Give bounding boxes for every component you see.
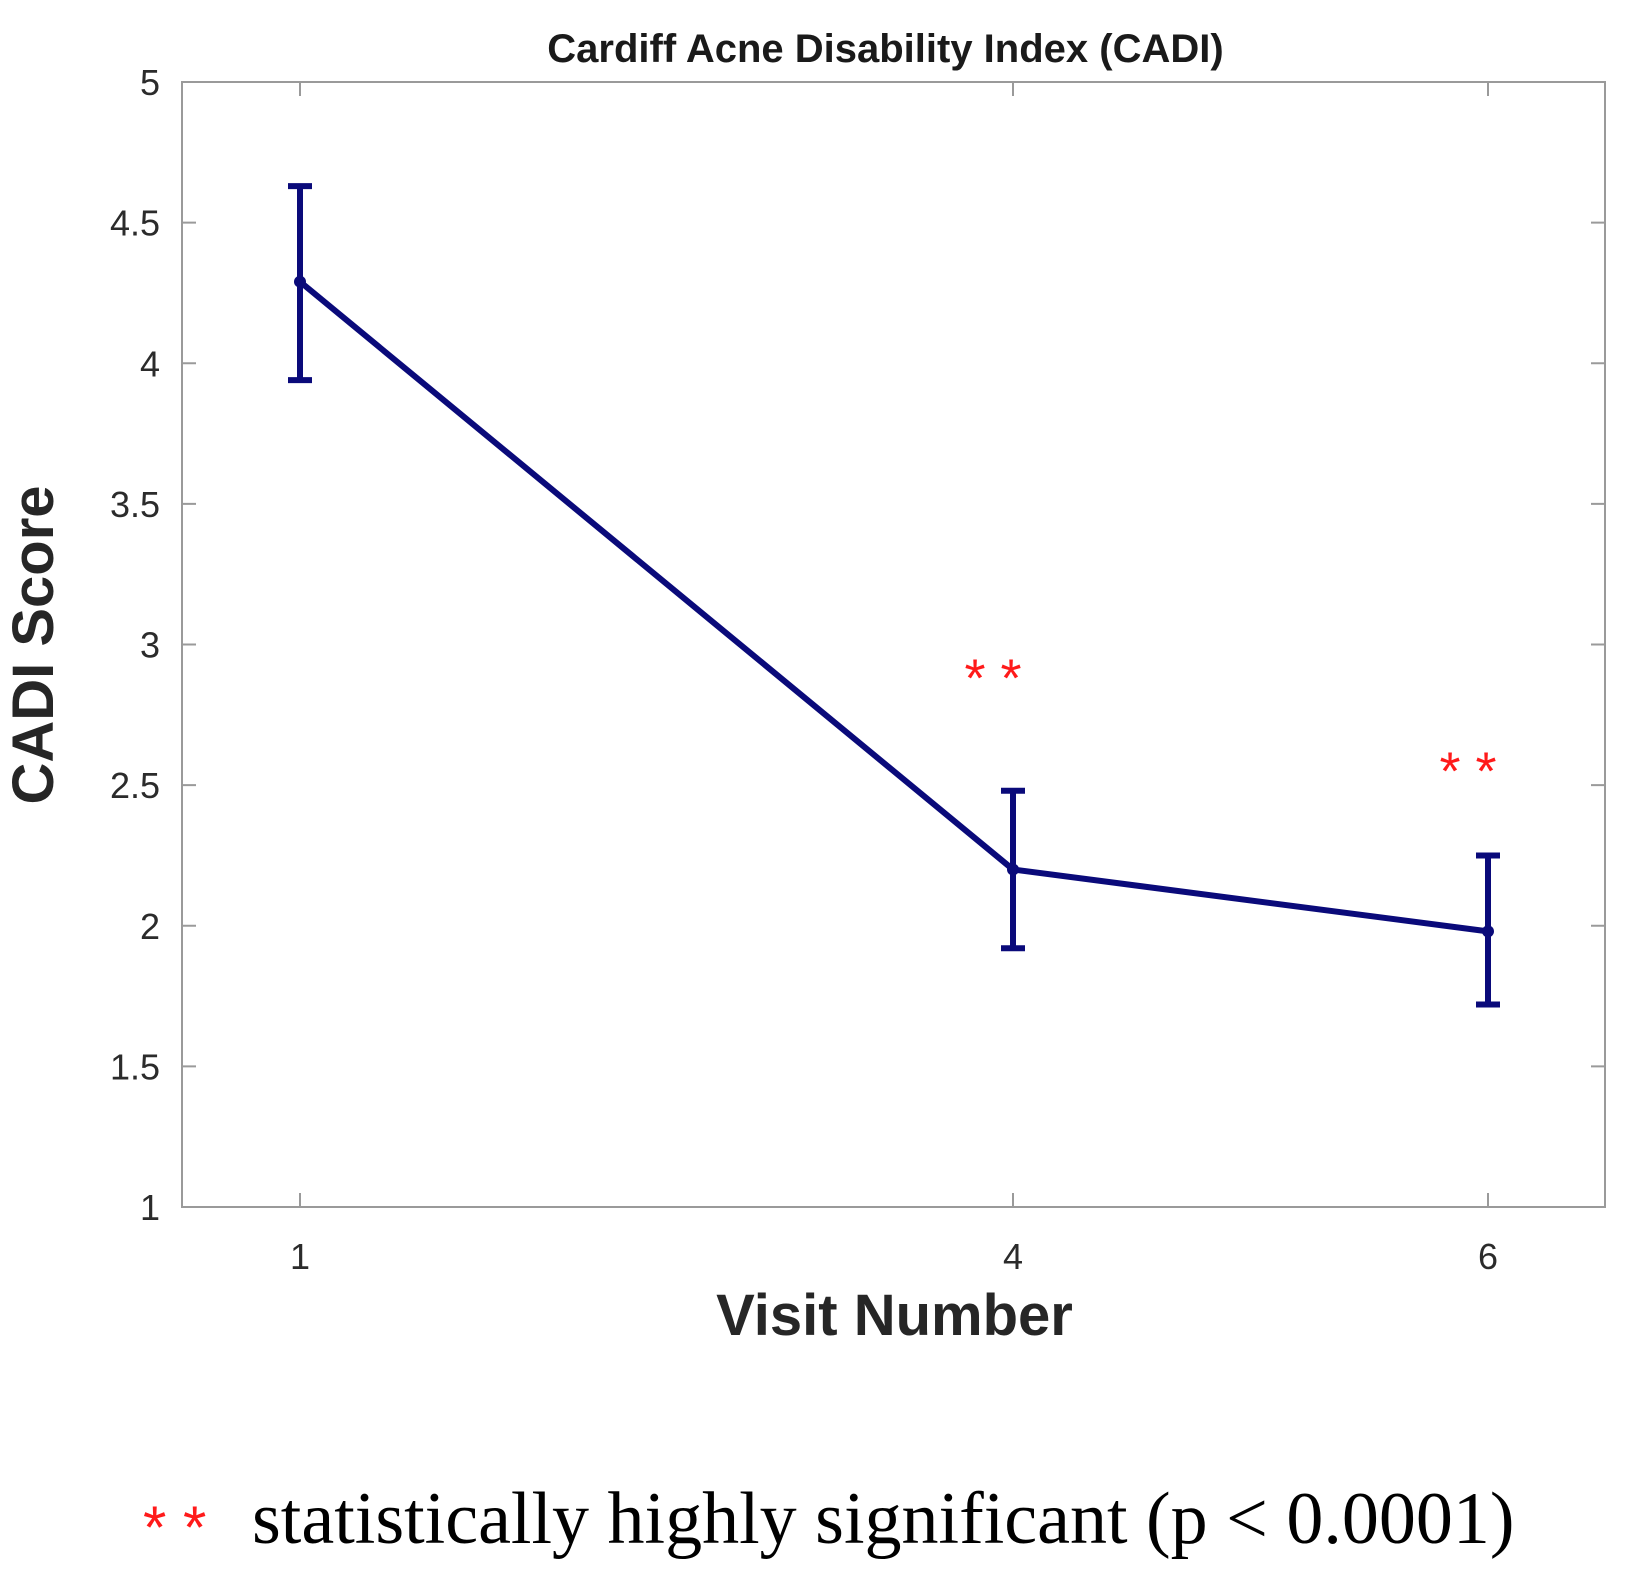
significance-marker: * * xyxy=(964,649,1021,709)
significance-marker: * * xyxy=(1439,741,1496,801)
data-point xyxy=(294,275,306,288)
x-tick-label: 4 xyxy=(1003,1236,1023,1277)
chart-title: Cardiff Acne Disability Index (CADI) xyxy=(547,27,1223,71)
plot-area-frame xyxy=(181,81,1606,1208)
y-tick-label: 1.5 xyxy=(110,1046,160,1087)
axis-ticks: 1 1.5 2 2.5 3 3.5 4 4.5 5 1 4 6 xyxy=(110,62,1605,1277)
y-tick-label: 4.5 xyxy=(110,203,160,244)
annotation-layer: * * * * xyxy=(964,649,1496,802)
y-tick-label: 1 xyxy=(140,1187,160,1228)
y-tick-label: 3 xyxy=(140,625,160,666)
x-axis-label: Visit Number xyxy=(716,1283,1073,1348)
y-tick-label: 3.5 xyxy=(110,484,160,525)
y-tick-label: 2 xyxy=(140,906,160,947)
series-line xyxy=(298,279,1489,935)
y-tick-label: 5 xyxy=(140,62,160,103)
footnote-text: statistically highly significant (p < 0.… xyxy=(252,1478,1515,1560)
x-tick-label: 1 xyxy=(290,1236,310,1277)
y-tick-label: 4 xyxy=(140,343,160,384)
data-point xyxy=(1007,863,1019,876)
footnote-marker: * * xyxy=(143,1494,206,1561)
data-point xyxy=(1482,925,1494,938)
x-tick-label: 6 xyxy=(1478,1236,1498,1277)
data-layer xyxy=(288,183,1500,1008)
y-axis-label: CADI Score xyxy=(1,485,66,804)
y-tick-label: 2.5 xyxy=(110,765,160,806)
